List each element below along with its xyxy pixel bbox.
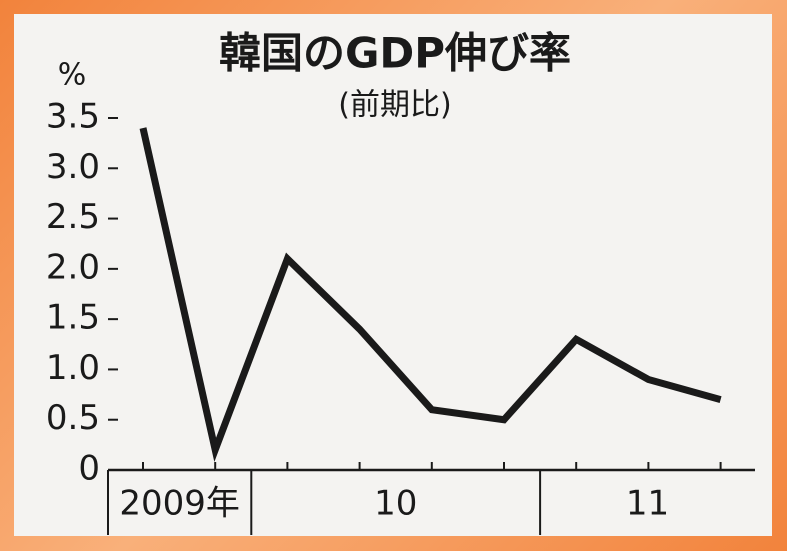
chart-title: 韓国のGDP伸び率 <box>219 29 571 78</box>
y-unit: % <box>58 58 87 93</box>
group-label: 2009年 <box>119 484 240 524</box>
y-tick-label: 0 <box>78 449 100 489</box>
line <box>139 127 722 463</box>
y-tick-label: 2.5 <box>46 197 100 237</box>
y-tick-label: 1.0 <box>46 348 100 388</box>
y-tick-label: 3.0 <box>46 147 100 187</box>
group-label: 10 <box>374 484 417 524</box>
y-tick-label: 0.5 <box>46 398 100 438</box>
y-tick-label: 2.0 <box>46 247 100 287</box>
y-tick-label: 3.5 <box>46 97 100 137</box>
chart-subtitle: (前期比) <box>338 88 451 123</box>
group-label: 11 <box>626 484 669 524</box>
y-tick-label: 1.5 <box>46 298 100 338</box>
paper <box>14 14 772 536</box>
